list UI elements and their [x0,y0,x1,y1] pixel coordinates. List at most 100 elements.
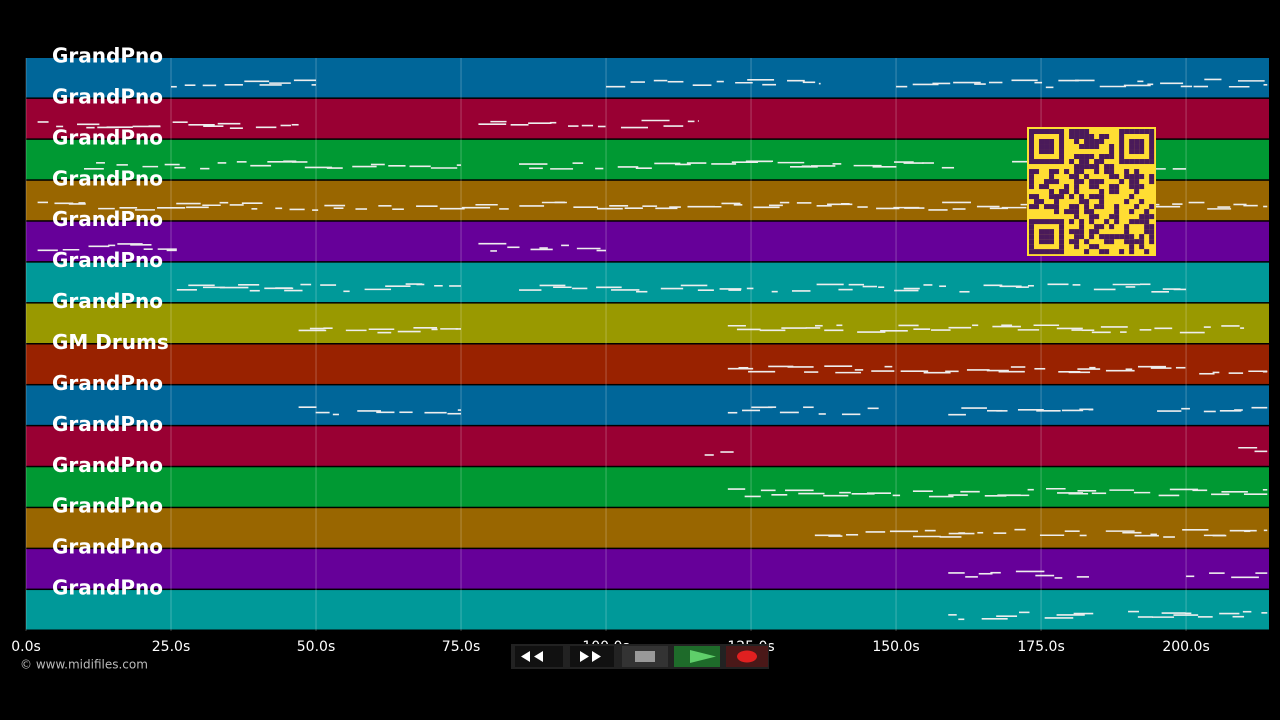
qr-module [1029,229,1035,235]
record-button[interactable] [726,646,768,667]
qr-module [1049,239,1055,245]
qr-module [1089,184,1095,190]
qr-module [1049,129,1055,135]
qr-module [1149,229,1155,235]
qr-module [1119,129,1125,135]
qr-module [1069,159,1075,165]
qr-module [1059,134,1065,140]
qr-module [1129,209,1135,215]
qr-module [1149,174,1155,180]
qr-module [1124,229,1130,235]
qr-module [1114,189,1120,195]
qr-module [1084,154,1090,160]
qr-module [1109,184,1115,190]
fast-forward-button[interactable] [570,646,614,667]
qr-module [1099,204,1105,210]
qr-module [1109,214,1115,220]
qr-module [1049,144,1055,150]
qr-module [1054,169,1060,175]
qr-module [1049,234,1055,240]
qr-module [1059,139,1065,145]
qr-module [1139,244,1145,250]
track-band [26,549,1269,589]
qr-module [1094,214,1100,220]
qr-module [1139,144,1145,150]
qr-module [1109,154,1115,160]
track-band [26,344,1269,384]
qr-module [1109,164,1115,170]
x-tick-label: 150.0s [872,639,919,655]
qr-module [1084,129,1090,135]
qr-module [1084,239,1090,245]
track-band [26,262,1269,303]
qr-module [1069,194,1075,200]
qr-module [1064,189,1070,195]
qr-module [1054,179,1060,185]
qr-module [1129,139,1135,145]
x-tick-label: 200.0s [1162,639,1209,655]
qr-module [1044,219,1050,225]
qr-module [1094,229,1100,235]
qr-module [1119,159,1125,165]
play-icon [690,650,716,663]
qr-module [1134,189,1140,195]
qr-module [1099,194,1105,200]
x-tick-label: 50.0s [297,639,335,655]
play-button[interactable] [674,646,720,667]
qr-module [1134,144,1140,150]
qr-module [1054,209,1060,215]
qr-module [1044,249,1050,255]
qr-module [1039,219,1045,225]
qr-module [1074,184,1080,190]
qr-module [1039,144,1045,150]
qr-module [1129,184,1135,190]
qr-module [1029,179,1035,185]
qr-module [1074,189,1080,195]
qr-module [1139,139,1145,145]
qr-module [1144,129,1150,135]
stop-button[interactable] [622,646,668,667]
record-icon [737,650,757,663]
qr-module [1134,159,1140,165]
qr-module [1114,219,1120,225]
qr-module [1099,179,1105,185]
qr-module [1079,154,1085,160]
qr-module [1149,179,1155,185]
qr-module [1094,164,1100,170]
qr-module [1029,249,1035,255]
x-tick-label: 175.0s [1017,639,1064,655]
track-label: GrandPno [52,576,163,600]
qr-module [1129,129,1135,135]
qr-module [1029,169,1035,175]
qr-module [1074,244,1080,250]
qr-module [1029,134,1035,140]
rewind-button[interactable] [515,646,563,667]
qr-module [1124,199,1130,205]
qr-module [1079,179,1085,185]
qr-module [1139,234,1145,240]
qr-module [1054,219,1060,225]
qr-module [1039,199,1045,205]
qr-module [1049,189,1055,195]
qr-module [1109,174,1115,180]
qr-module [1069,209,1075,215]
forward-icon [580,651,601,662]
qr-module [1029,244,1035,250]
qr-module [1074,129,1080,135]
qr-module [1134,239,1140,245]
qr-module [1104,249,1110,255]
qr-module [1029,129,1035,135]
qr-module [1074,214,1080,220]
qr-module [1059,144,1065,150]
qr-module [1109,224,1115,230]
qr-module [1084,164,1090,170]
qr-module [1039,149,1045,155]
qr-module [1134,139,1140,145]
qr-module [1054,199,1060,205]
transport [511,644,769,669]
qr-module [1129,244,1135,250]
qr-module [1059,129,1065,135]
qr-module [1089,214,1095,220]
qr-module [1074,154,1080,160]
